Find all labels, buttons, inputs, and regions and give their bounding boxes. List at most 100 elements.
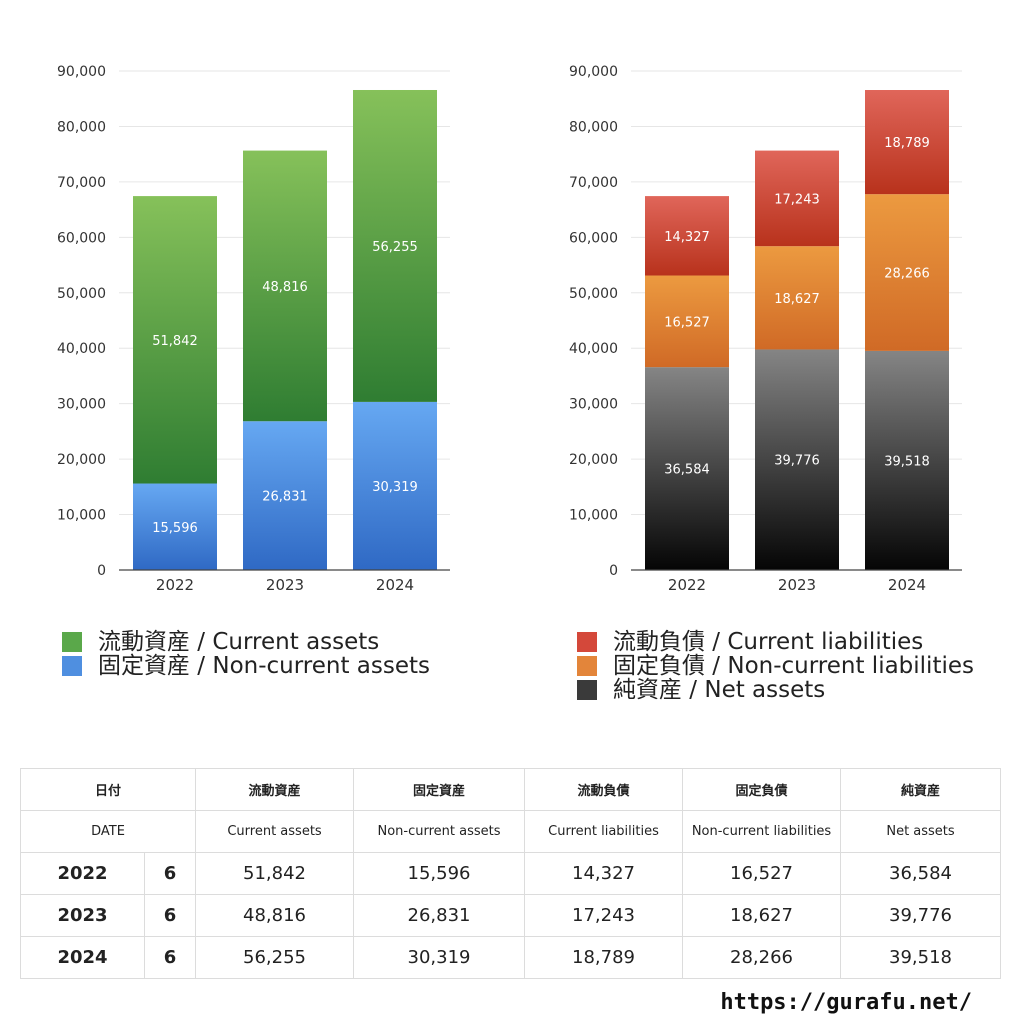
bar-value-label: 28,266 bbox=[884, 267, 930, 282]
y-tick-label: 10,000 bbox=[569, 508, 618, 524]
bar-segment bbox=[865, 194, 949, 351]
legend-swatch bbox=[62, 656, 82, 676]
x-tick-label: 2023 bbox=[266, 576, 304, 594]
row-year: 2024 bbox=[20, 936, 145, 979]
bar-segment bbox=[755, 150, 839, 247]
y-tick-label: 70,000 bbox=[569, 175, 618, 191]
header-cell: 固定負債 bbox=[682, 768, 842, 811]
legend-swatch bbox=[577, 656, 597, 676]
bar-segment bbox=[645, 275, 729, 368]
table-cell: 14,327 bbox=[524, 852, 684, 895]
header-date-jp: 日付 bbox=[19, 768, 197, 811]
bar-value-label: 48,816 bbox=[262, 280, 308, 295]
liabilities-legend: 流動負債 / Current liabilities 固定負債 / Non-cu… bbox=[577, 630, 974, 702]
table-cell: 17,243 bbox=[524, 894, 684, 937]
y-tick-label: 80,000 bbox=[57, 119, 106, 135]
y-tick-label: 60,000 bbox=[57, 230, 106, 246]
table-cell: 18,627 bbox=[682, 894, 842, 937]
bar-value-label: 51,842 bbox=[152, 334, 198, 349]
bar-segment bbox=[755, 349, 839, 570]
table-cell: 18,789 bbox=[524, 936, 684, 979]
table-header-jp: 日付 流動資産 固定資産 流動負債 固定負債 純資産 bbox=[19, 768, 1002, 811]
y-tick-label: 80,000 bbox=[569, 119, 618, 135]
bar-value-label: 14,327 bbox=[664, 230, 710, 245]
x-tick-label: 2024 bbox=[376, 576, 414, 594]
bar-value-label: 39,518 bbox=[884, 454, 930, 469]
header-cell: Current liabilities bbox=[524, 810, 684, 853]
y-tick-label: 0 bbox=[97, 563, 106, 579]
assets-legend: 流動資産 / Current assets 固定資産 / Non-current… bbox=[62, 630, 430, 678]
bar-segment bbox=[243, 421, 327, 570]
y-tick-label: 50,000 bbox=[569, 286, 618, 302]
header-cell: Net assets bbox=[840, 810, 1002, 853]
bar-value-label: 30,319 bbox=[372, 480, 418, 495]
y-tick-label: 20,000 bbox=[569, 452, 618, 468]
table-cell: 30,319 bbox=[353, 936, 526, 979]
legend-label: 流動負債 / Current liabilities bbox=[613, 629, 924, 655]
row-month: 6 bbox=[143, 936, 197, 979]
row-year: 2022 bbox=[20, 852, 145, 895]
table-cell: 51,842 bbox=[195, 852, 355, 895]
legend-item-non-current-assets: 固定資産 / Non-current assets bbox=[62, 654, 430, 678]
table-cell: 36,584 bbox=[840, 852, 1002, 895]
data-table: 日付 流動資産 固定資産 流動負債 固定負債 純資産 DATE Current … bbox=[19, 768, 1002, 979]
bar-segment bbox=[645, 367, 729, 570]
header-cell: Non-current assets bbox=[353, 810, 526, 853]
table-cell: 39,776 bbox=[840, 894, 1002, 937]
legend-label: 固定負債 / Non-current liabilities bbox=[613, 653, 974, 679]
header-cell: Non-current liabilities bbox=[682, 810, 842, 853]
y-tick-label: 30,000 bbox=[57, 397, 106, 413]
y-tick-label: 10,000 bbox=[57, 508, 106, 524]
table-header-en: DATE Current assets Non-current assets C… bbox=[19, 810, 1002, 853]
legend-swatch bbox=[577, 632, 597, 652]
bar-value-label: 39,776 bbox=[774, 454, 820, 469]
y-tick-label: 90,000 bbox=[57, 64, 106, 80]
bar-segment bbox=[353, 89, 437, 402]
y-tick-label: 20,000 bbox=[57, 452, 106, 468]
bar-value-label: 16,527 bbox=[664, 315, 710, 330]
legend-item-non-current-liabilities: 固定負債 / Non-current liabilities bbox=[577, 654, 974, 678]
liabilities-netassets-chart: 0 10,000 20,000 30,000 40,000 50,000 60,000 70,… bbox=[569, 64, 962, 594]
bar-value-label: 26,831 bbox=[262, 490, 308, 505]
bar-segment bbox=[755, 246, 839, 350]
source-url: https://gurafu.net/ bbox=[720, 990, 972, 1015]
bar-value-label: 56,255 bbox=[372, 240, 418, 255]
table-cell: 26,831 bbox=[353, 894, 526, 937]
legend-label: 純資産 / Net assets bbox=[613, 677, 826, 703]
header-date-en: DATE bbox=[19, 810, 197, 853]
header-cell: 流動資産 bbox=[195, 768, 355, 811]
y-tick-label: 40,000 bbox=[569, 341, 618, 357]
header-cell: 純資産 bbox=[840, 768, 1002, 811]
header-cell: 流動負債 bbox=[524, 768, 684, 811]
y-tick-label: 30,000 bbox=[569, 397, 618, 413]
assets-chart: 0 10,000 20,000 30,000 40,000 50,000 60,000 70,… bbox=[57, 64, 450, 594]
table-row: 2024 6 56,255 30,319 18,789 28,266 39,51… bbox=[20, 936, 1002, 979]
legend-item-current-liabilities: 流動負債 / Current liabilities bbox=[577, 630, 974, 654]
bar-segment bbox=[865, 350, 949, 570]
table-row: 2022 6 51,842 15,596 14,327 16,527 36,58… bbox=[20, 852, 1002, 895]
legend-swatch bbox=[62, 632, 82, 652]
legend-item-net-assets: 純資産 / Net assets bbox=[577, 678, 974, 702]
table-cell: 56,255 bbox=[195, 936, 355, 979]
bar-segment bbox=[133, 483, 217, 570]
header-cell: 固定資産 bbox=[353, 768, 526, 811]
legend-item-current-assets: 流動資産 / Current assets bbox=[62, 630, 430, 654]
x-tick-label: 2023 bbox=[778, 576, 816, 594]
table-cell: 28,266 bbox=[682, 936, 842, 979]
bar-segment bbox=[645, 196, 729, 276]
y-tick-label: 0 bbox=[609, 563, 618, 579]
legend-label: 流動資産 / Current assets bbox=[98, 629, 380, 655]
bar-value-label: 15,596 bbox=[152, 521, 198, 536]
bar-segment bbox=[133, 196, 217, 484]
y-tick-label: 70,000 bbox=[57, 175, 106, 191]
bar-value-label: 18,789 bbox=[884, 136, 930, 151]
row-month: 6 bbox=[143, 852, 197, 895]
y-tick-label: 60,000 bbox=[569, 230, 618, 246]
bar-value-label: 17,243 bbox=[774, 192, 820, 207]
table-cell: 15,596 bbox=[353, 852, 526, 895]
x-tick-label: 2022 bbox=[156, 576, 194, 594]
legend-label: 固定資産 / Non-current assets bbox=[98, 653, 431, 679]
row-month: 6 bbox=[143, 894, 197, 937]
x-tick-label: 2022 bbox=[668, 576, 706, 594]
y-tick-label: 90,000 bbox=[569, 64, 618, 80]
